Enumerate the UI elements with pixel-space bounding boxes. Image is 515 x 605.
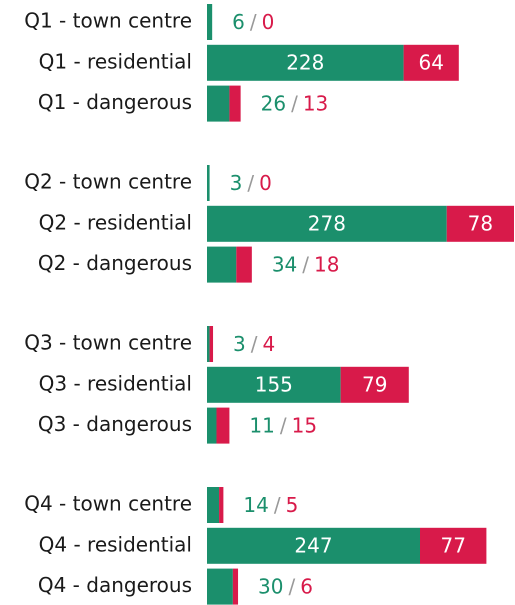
- value-label: 64: [418, 50, 443, 74]
- bar-segment: [207, 407, 217, 444]
- value-label: 4: [263, 332, 276, 356]
- value-separator: /: [251, 332, 258, 356]
- bar-segment: [207, 246, 237, 283]
- value-label: 3: [230, 171, 243, 195]
- category-label: Q2 - dangerous: [38, 251, 192, 275]
- bar-segment: [207, 366, 341, 403]
- category-label: Q3 - residential: [39, 371, 192, 395]
- bar-segment: [209, 326, 214, 362]
- bar-segment: [207, 326, 210, 362]
- value-label: 14: [243, 493, 268, 517]
- bar-segment: [207, 205, 447, 242]
- value-label: 0: [262, 10, 275, 34]
- bar-segment: [207, 44, 404, 81]
- bar-segment: [403, 44, 459, 81]
- value-label-group: 3/0: [230, 171, 272, 195]
- bar-segment: [340, 366, 409, 403]
- value-label-group: 11/15: [249, 413, 317, 437]
- value-label: 278: [308, 211, 346, 235]
- category-label: Q2 - town centre: [24, 170, 192, 194]
- value-label: 30: [258, 574, 283, 598]
- value-label: 228: [286, 50, 324, 74]
- value-label-group: 14/5: [243, 493, 298, 517]
- category-label: Q3 - town centre: [24, 331, 192, 355]
- category-label: Q4 - dangerous: [38, 573, 192, 597]
- bar-segment: [207, 527, 421, 564]
- value-label: 77: [440, 533, 465, 557]
- value-label: 26: [261, 91, 286, 115]
- category-label: Q4 - town centre: [24, 492, 192, 516]
- value-label-group: 3/4: [233, 332, 275, 356]
- value-separator: /: [302, 252, 309, 276]
- value-label: 13: [303, 91, 328, 115]
- value-separator: /: [280, 413, 287, 437]
- value-label: 6: [232, 10, 245, 34]
- category-label: Q1 - dangerous: [38, 90, 192, 114]
- bar-segment: [207, 568, 233, 605]
- value-label: 18: [314, 252, 339, 276]
- value-label: 247: [294, 533, 332, 557]
- category-label: Q3 - dangerous: [38, 412, 192, 436]
- bar-segment: [236, 246, 252, 283]
- value-label-group: 30/6: [258, 574, 313, 598]
- bar-segment: [219, 487, 224, 523]
- value-label: 34: [272, 252, 297, 276]
- category-label: Q4 - residential: [39, 532, 192, 556]
- bar-segment: [207, 165, 210, 201]
- value-label-group: 34/18: [272, 252, 340, 276]
- value-label: 155: [255, 372, 293, 396]
- bar-segment: [229, 85, 241, 122]
- value-label: 79: [362, 372, 387, 396]
- bar-segment: [216, 407, 230, 444]
- value-label: 0: [259, 171, 272, 195]
- value-label: 11: [249, 413, 274, 437]
- category-label: Q2 - residential: [39, 210, 192, 234]
- bar-segment: [207, 487, 220, 523]
- bar-segment: [207, 85, 230, 122]
- category-label: Q1 - residential: [39, 49, 192, 73]
- category-label: Q1 - town centre: [24, 9, 192, 33]
- value-label: 6: [300, 574, 313, 598]
- value-separator: /: [250, 10, 257, 34]
- bar-segment: [207, 4, 213, 40]
- bar-segment: [446, 205, 514, 242]
- bar-segment: [420, 527, 487, 564]
- value-separator: /: [274, 493, 281, 517]
- value-separator: /: [291, 91, 298, 115]
- value-label-group: 26/13: [261, 91, 329, 115]
- value-separator: /: [288, 574, 295, 598]
- value-label: 15: [292, 413, 317, 437]
- value-separator: /: [247, 171, 254, 195]
- bar-segment: [232, 568, 239, 605]
- value-label: 3: [233, 332, 246, 356]
- value-label: 78: [468, 211, 493, 235]
- value-label: 5: [286, 493, 299, 517]
- value-label-group: 6/0: [232, 10, 274, 34]
